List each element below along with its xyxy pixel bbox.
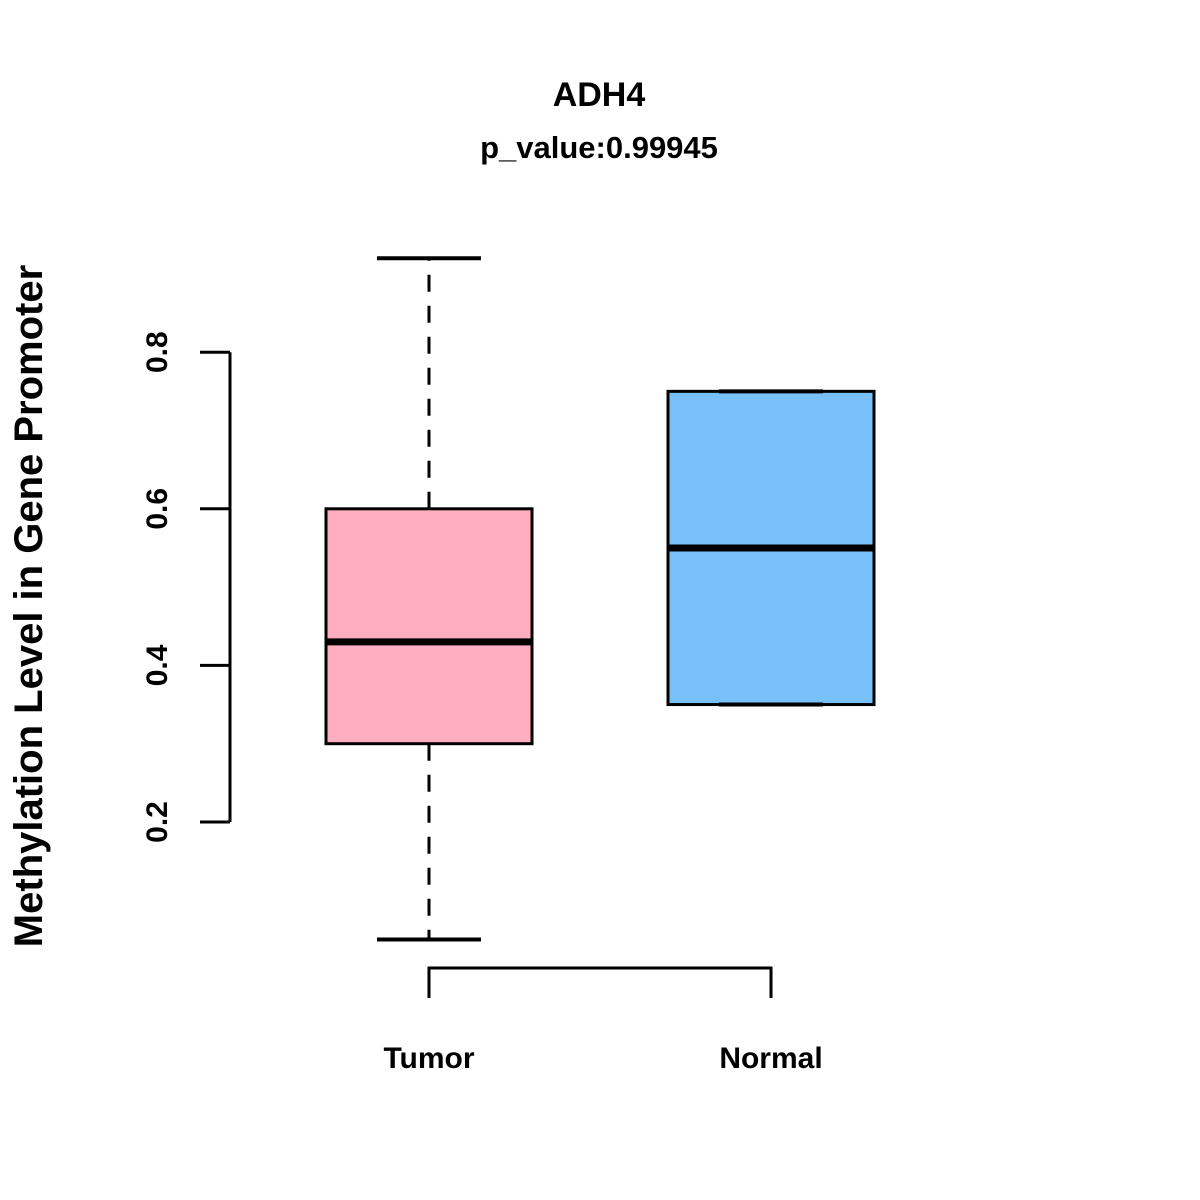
- chart-subtitle: p_value:0.99945: [480, 130, 718, 165]
- y-tick-label: 0.2: [141, 801, 174, 843]
- box-tumor: [324, 256, 534, 942]
- boxes-group: [324, 256, 876, 942]
- y-tick-label: 0.6: [141, 488, 174, 530]
- iqr-box: [324, 507, 534, 746]
- y-tick-label: 0.8: [141, 331, 174, 373]
- chart-title: ADH4: [553, 76, 646, 114]
- box-normal: [666, 389, 876, 707]
- x-category-label: Normal: [719, 1042, 822, 1075]
- x-axis: Tumor Normal: [383, 966, 823, 1075]
- y-axis: 0.2 0.4 0.6 0.8: [141, 331, 232, 843]
- y-tick-label: 0.4: [141, 644, 174, 686]
- y-axis-label: Methylation Level in Gene Promoter: [7, 265, 51, 947]
- x-category-label: Tumor: [383, 1042, 474, 1075]
- x-axis-bracket: [427, 966, 773, 998]
